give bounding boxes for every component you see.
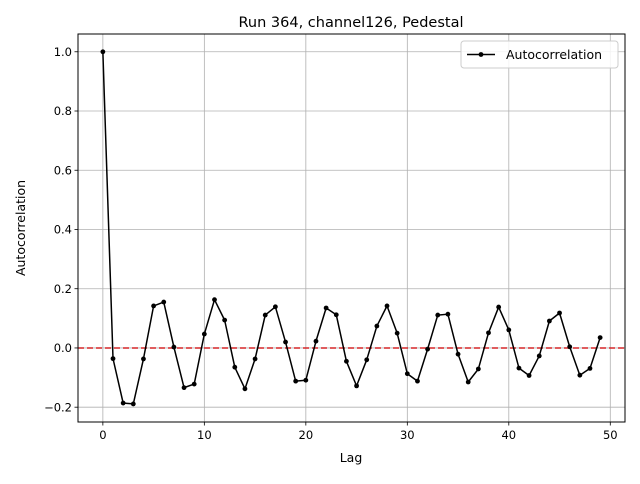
- data-point: [536, 353, 542, 359]
- data-point: [354, 383, 359, 389]
- data-point: [323, 305, 329, 311]
- y-tick-label: −0.2: [44, 400, 72, 414]
- data-point: [465, 379, 471, 385]
- data-point: [222, 317, 228, 323]
- data-point: [303, 377, 309, 383]
- data-point: [496, 304, 502, 310]
- data-point: [486, 330, 491, 336]
- data-point: [425, 346, 431, 352]
- data-point: [100, 49, 106, 55]
- x-tick-label: 20: [299, 428, 314, 442]
- data-point: [445, 311, 451, 317]
- data-point: [435, 312, 441, 318]
- data-point: [151, 303, 157, 309]
- data-point: [120, 400, 126, 406]
- x-tick-label: 30: [400, 428, 415, 442]
- y-tick-label: 0.4: [54, 223, 72, 237]
- data-point: [232, 364, 238, 370]
- data-point: [475, 366, 481, 372]
- data-point: [141, 356, 146, 362]
- data-point: [374, 323, 380, 329]
- data-point: [344, 358, 349, 364]
- x-axis-label: Lag: [340, 450, 363, 465]
- data-point: [455, 351, 461, 357]
- data-point: [597, 335, 603, 340]
- data-point: [313, 338, 319, 344]
- data-point: [567, 344, 573, 350]
- data-point: [212, 297, 217, 303]
- data-point: [171, 344, 177, 350]
- x-tick-label: 10: [197, 428, 212, 442]
- data-point: [181, 385, 187, 391]
- data-point: [516, 365, 522, 371]
- y-tick-label: 0.6: [54, 163, 72, 177]
- data-point: [506, 327, 512, 333]
- data-point: [283, 339, 288, 345]
- data-point: [262, 312, 268, 318]
- x-tick-label: 0: [99, 428, 106, 442]
- x-tick-label: 50: [603, 428, 618, 442]
- chart-title: Run 364, channel126, Pedestal: [238, 15, 463, 31]
- y-tick-label: 0.8: [54, 104, 72, 118]
- data-point: [201, 331, 207, 337]
- y-tick-label: 0.2: [54, 282, 72, 296]
- legend-box: [460, 40, 619, 69]
- data-point: [557, 310, 562, 316]
- data-point: [384, 303, 390, 309]
- data-point: [526, 373, 532, 378]
- axis-ticks: 0 10 20 30 40 50 −0.2 0.0 0.2 0.4 0.6 0.8 1.0: [44, 45, 618, 442]
- data-point: [415, 378, 420, 384]
- legend: Autocorrelation: [460, 40, 619, 69]
- data-point: [242, 386, 248, 392]
- data-point: [404, 371, 410, 377]
- legend-marker-sample: [478, 52, 484, 57]
- series-layer: [100, 49, 603, 407]
- y-tick-label: 1.0: [54, 45, 72, 59]
- data-point: [364, 357, 370, 363]
- x-tick-label: 40: [501, 428, 516, 442]
- data-point: [191, 381, 197, 387]
- data-point: [252, 356, 258, 362]
- data-point: [577, 372, 583, 378]
- data-point: [130, 401, 136, 407]
- data-point: [333, 312, 339, 318]
- y-axis-label: Autocorrelation: [13, 180, 28, 276]
- data-point: [293, 378, 299, 384]
- plot-frame: [77, 33, 626, 423]
- data-point: [394, 330, 400, 336]
- data-point: [110, 356, 116, 362]
- legend-label: Autocorrelation: [506, 47, 602, 62]
- data-point: [587, 365, 593, 371]
- data-point: [546, 318, 552, 324]
- y-tick-label: 0.0: [54, 341, 72, 355]
- data-point: [161, 299, 167, 305]
- data-point: [272, 304, 278, 310]
